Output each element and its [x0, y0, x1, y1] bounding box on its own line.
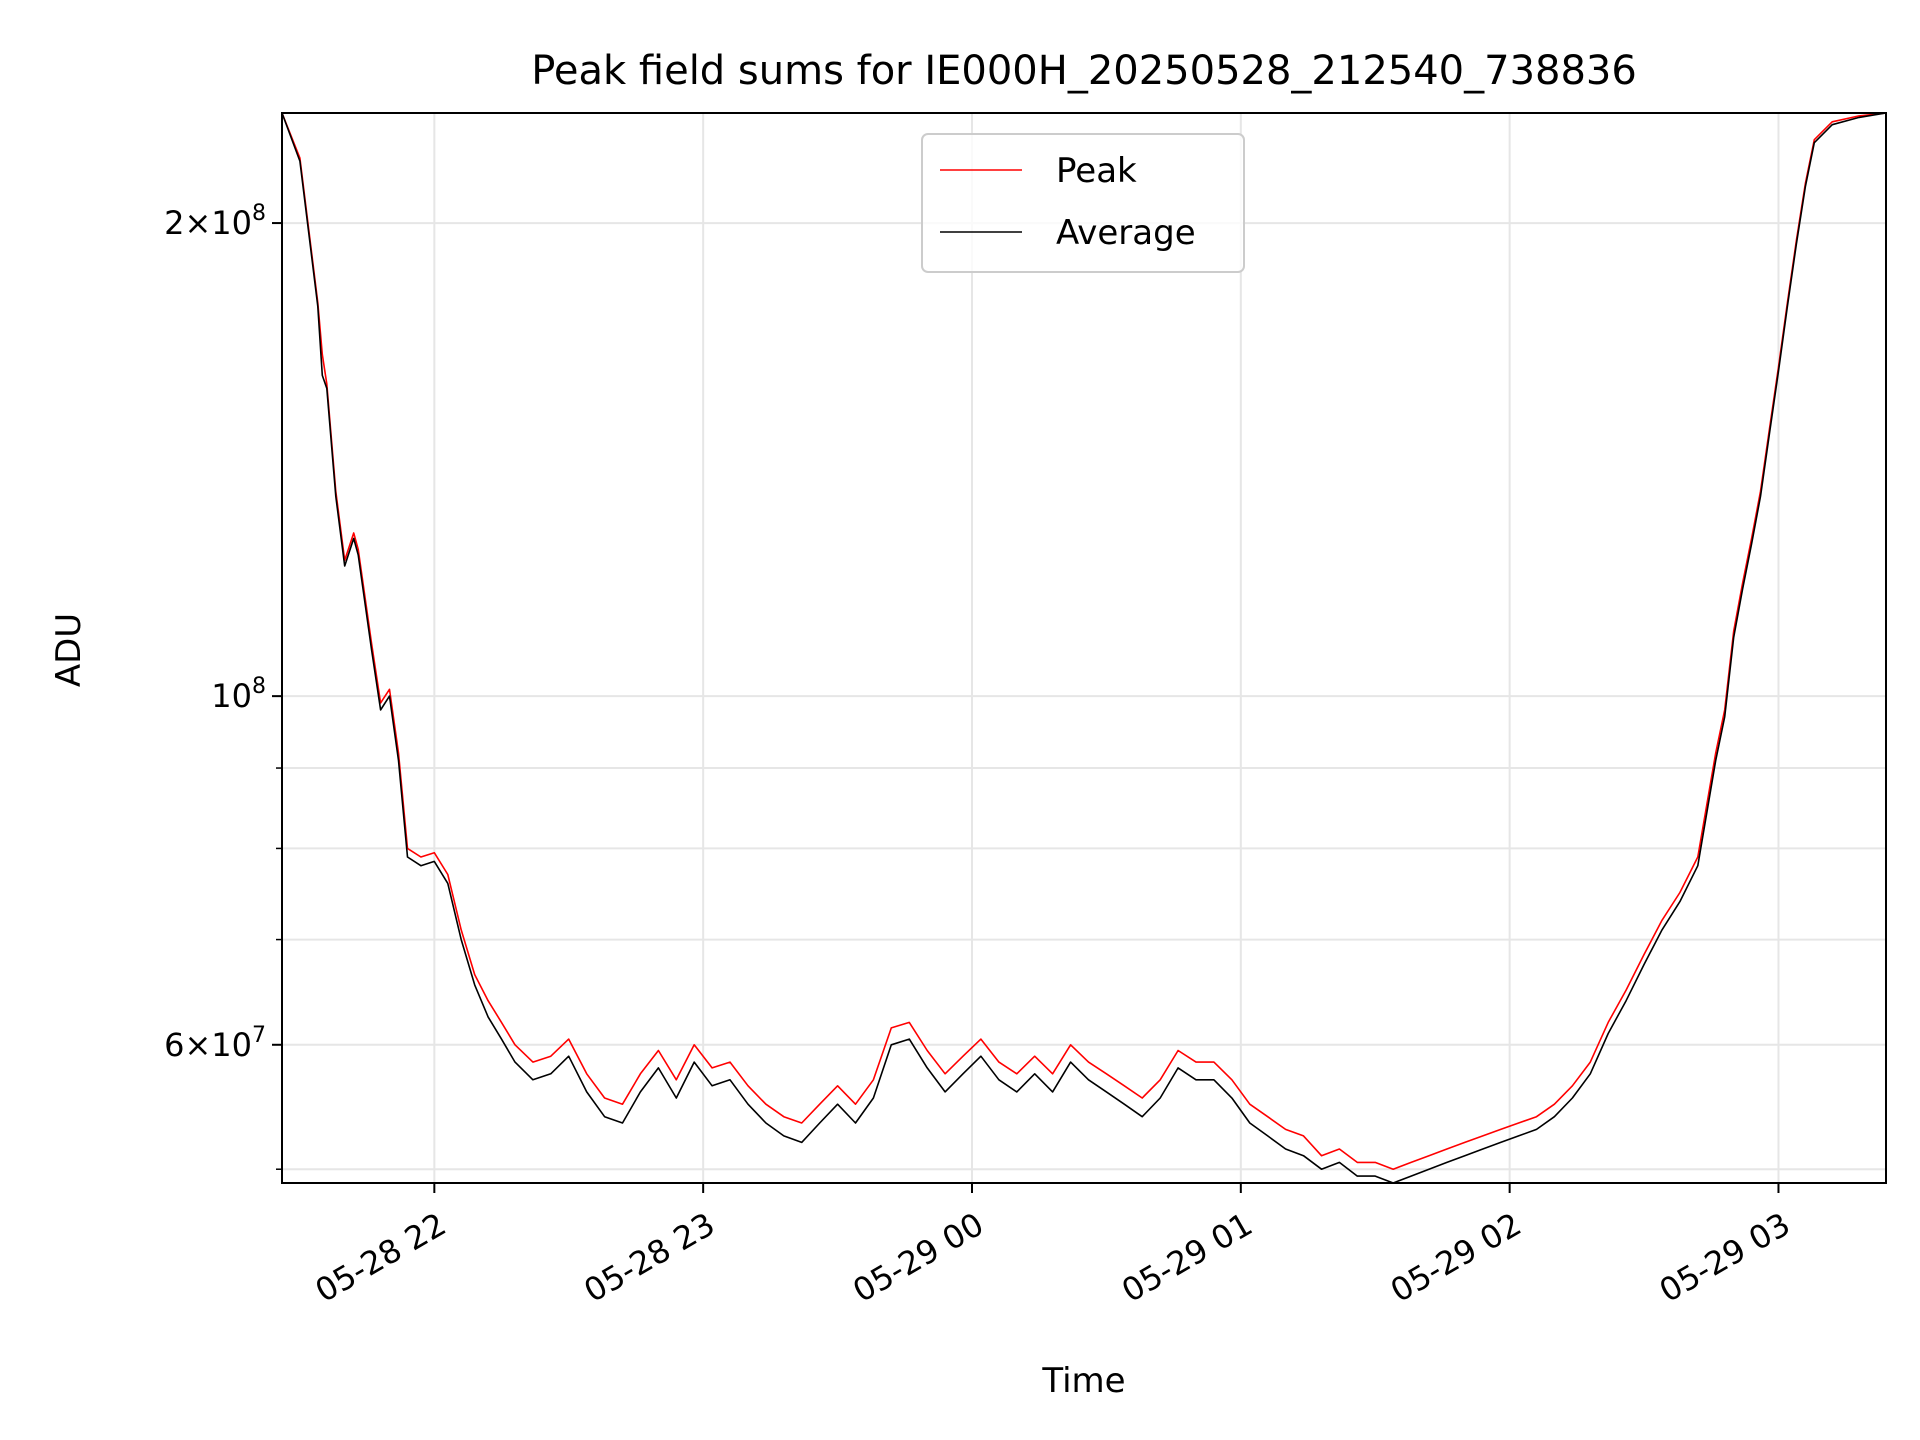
series-line-average — [281, 112, 1887, 1184]
x-axis-label: Time — [1041, 1361, 1125, 1401]
series-layer — [281, 112, 1887, 1184]
y-tick-label: 2×108 — [164, 201, 266, 242]
chart-title: Peak field sums for IE000H_20250528_2125… — [531, 48, 1637, 94]
plot-frame — [281, 112, 1887, 1184]
grid — [282, 113, 1886, 1183]
legend: Peak Average — [921, 133, 1245, 273]
legend-label-peak: Peak — [1056, 151, 1137, 191]
series-line-peak — [281, 112, 1887, 1170]
y-tick-label: 108 — [211, 674, 266, 715]
y-axis-label: ADU — [49, 613, 89, 687]
y-tick-label: 6×107 — [164, 1023, 266, 1064]
legend-box — [921, 133, 1245, 273]
legend-label-average: Average — [1056, 213, 1196, 253]
